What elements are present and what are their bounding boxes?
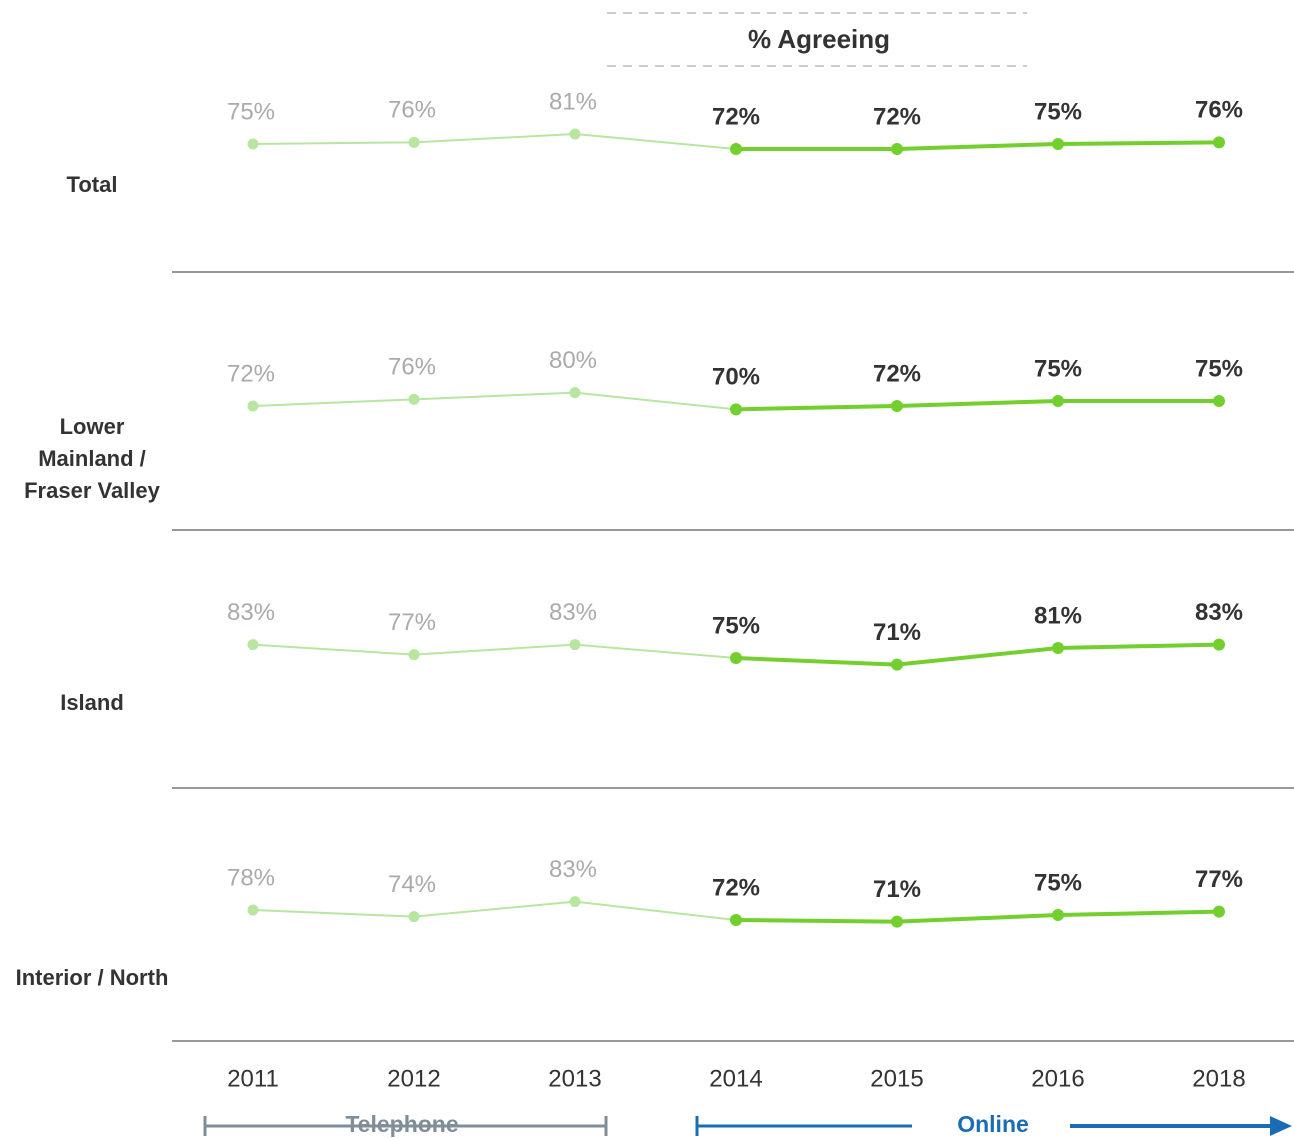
data-point <box>1052 137 1064 150</box>
data-label: 75% <box>227 98 275 125</box>
data-label: 83% <box>227 599 275 626</box>
x-tick-label: 2012 <box>387 1065 440 1092</box>
data-point <box>408 649 420 661</box>
x-tick-label: 2015 <box>870 1065 923 1092</box>
series-label: Island <box>60 690 124 715</box>
data-label: 77% <box>1195 866 1243 893</box>
data-label: 75% <box>1195 355 1243 382</box>
data-point <box>1213 905 1225 918</box>
series-line <box>252 900 737 921</box>
data-point <box>1213 136 1225 149</box>
series-label: Total <box>66 172 118 197</box>
series-label: Lower Mainland / Fraser Valley <box>24 414 160 503</box>
data-label: 74% <box>388 871 436 898</box>
data-point <box>408 136 420 148</box>
data-point <box>1213 394 1225 407</box>
data-point <box>1052 908 1064 921</box>
data-label: 72% <box>873 360 921 387</box>
data-label: 80% <box>549 347 597 374</box>
data-point <box>247 400 259 412</box>
data-label: 72% <box>712 874 760 901</box>
data-label: 77% <box>388 609 436 636</box>
data-point <box>891 400 903 412</box>
data-label: 75% <box>712 612 760 639</box>
data-label: 72% <box>712 103 760 130</box>
data-point <box>569 639 581 651</box>
data-label: 75% <box>1034 98 1082 125</box>
data-point <box>247 904 259 916</box>
data-label: 83% <box>549 599 597 626</box>
data-point <box>730 403 742 416</box>
mode-label: Telephone <box>345 1111 458 1137</box>
series-line <box>735 909 1220 924</box>
series-line <box>252 391 737 411</box>
x-tick-label: 2016 <box>1031 1065 1084 1092</box>
series-label: Interior / North <box>15 965 169 990</box>
data-label: 72% <box>227 360 275 387</box>
data-label: 83% <box>1195 599 1243 626</box>
chart-title: % Agreeing <box>748 24 890 54</box>
data-label: 70% <box>712 364 760 391</box>
series-line <box>736 140 1220 151</box>
data-point <box>1213 638 1225 651</box>
data-label: 76% <box>388 354 436 381</box>
mode-label: Online <box>957 1111 1029 1137</box>
x-tick-label: 2013 <box>548 1065 601 1092</box>
data-point <box>569 128 581 140</box>
data-label: 76% <box>388 97 436 124</box>
series-line <box>735 642 1220 667</box>
data-point <box>408 393 420 405</box>
data-point <box>730 651 742 664</box>
data-label: 78% <box>227 864 275 891</box>
data-point <box>569 896 581 908</box>
data-point <box>1052 641 1064 654</box>
x-tick-label: 2018 <box>1192 1065 1245 1092</box>
data-label: 81% <box>549 88 597 115</box>
x-tick-label: 2011 <box>227 1065 279 1092</box>
x-tick-label: 2014 <box>709 1065 762 1092</box>
data-label: 71% <box>873 619 921 646</box>
data-point <box>891 658 903 671</box>
data-point <box>247 138 259 150</box>
data-point <box>1052 394 1064 407</box>
data-label: 76% <box>1195 97 1243 124</box>
data-point <box>569 387 581 399</box>
mode-arrowhead <box>1270 1116 1292 1136</box>
data-label: 83% <box>549 856 597 883</box>
data-point <box>408 911 420 923</box>
data-point <box>730 143 742 155</box>
data-point <box>247 639 259 651</box>
series-line <box>252 132 737 150</box>
data-point <box>891 143 903 155</box>
data-label: 71% <box>873 876 921 903</box>
data-label: 75% <box>1034 869 1082 896</box>
data-label: 72% <box>873 103 921 130</box>
data-label: 81% <box>1034 602 1082 629</box>
data-label: 75% <box>1034 355 1082 382</box>
data-point <box>730 914 742 926</box>
series-line <box>252 643 737 659</box>
series-line <box>735 398 1219 412</box>
data-point <box>891 915 903 928</box>
